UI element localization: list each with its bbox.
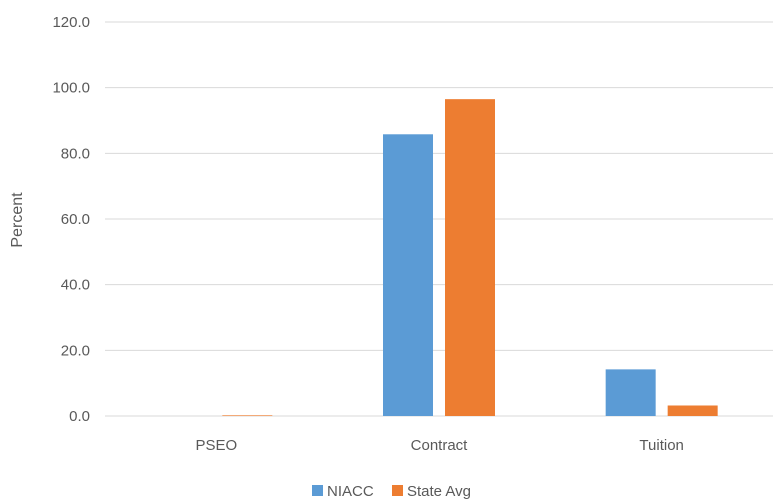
y-tick-label: 0.0: [69, 408, 90, 425]
bar-state-avg-contract: [445, 99, 495, 417]
bar-niacc-contract: [383, 134, 433, 417]
legend-label: State Avg: [407, 483, 471, 500]
y-axis-ticks: 0.0 20.0 40.0 60.0 80.0 100.0 120.0: [52, 14, 90, 425]
bars: [222, 99, 718, 417]
category-labels: PSEO Contract Tuition: [195, 437, 683, 454]
y-tick-label: 40.0: [61, 277, 90, 294]
y-tick-label: 20.0: [61, 342, 90, 359]
bar-state-avg-tuition: [667, 405, 718, 416]
y-tick-label: 100.0: [52, 80, 90, 97]
legend-swatch: [312, 485, 323, 496]
legend-label: NIACC: [327, 483, 374, 500]
bar-state-avg-pseo: [222, 415, 273, 416]
y-tick-label: 60.0: [61, 211, 90, 228]
gridlines: [105, 21, 773, 417]
category-label: Contract: [411, 437, 469, 454]
y-axis-label: Percent: [9, 192, 26, 248]
y-tick-label: 120.0: [52, 14, 90, 31]
legend: NIACC State Avg: [312, 483, 471, 500]
bar-niacc-tuition: [605, 369, 656, 416]
category-label: Tuition: [639, 437, 683, 454]
y-tick-label: 80.0: [61, 145, 90, 162]
category-label: PSEO: [195, 437, 237, 454]
legend-swatch: [392, 485, 403, 496]
